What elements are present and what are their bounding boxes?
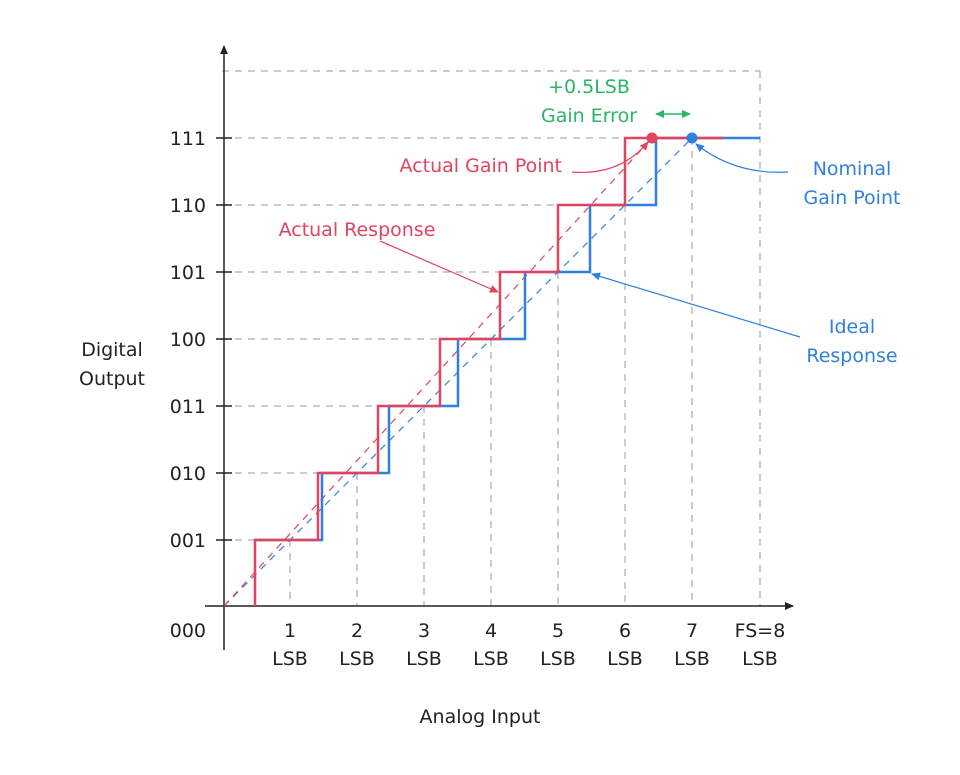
nominal-gain-point-dot xyxy=(686,132,698,144)
actual-transfer-dashed-line xyxy=(223,137,653,607)
nominal-gain-point-arrow xyxy=(695,143,789,173)
x-tick-4-value: 4 xyxy=(485,620,497,642)
ideal-response-arrow xyxy=(591,272,801,338)
x-tick-3-value: 3 xyxy=(418,620,430,642)
horizontal-grid-lines xyxy=(222,70,760,541)
x-tick-5-value: 5 xyxy=(552,620,564,642)
y-code-001: 001 xyxy=(170,530,206,552)
x-tick-6-unit: LSB xyxy=(607,648,643,670)
x-tick-4-unit: LSB xyxy=(473,648,509,670)
gain-error-label-line-1: +0.5LSB xyxy=(548,76,630,98)
y-code-011: 011 xyxy=(170,396,206,418)
x-tick-2-value: 2 xyxy=(351,620,363,642)
x-tick-labels: 1 LSB 2 LSB 3 LSB 4 LSB 5 LSB 6 LSB 7 LS… xyxy=(272,620,785,670)
nominal-gain-point-label-line-1: Nominal xyxy=(813,158,892,180)
y-axis-label-line-1: Digital xyxy=(81,339,143,361)
x-tick-7-value: 7 xyxy=(686,620,698,642)
x-tick-1-value: 1 xyxy=(284,620,296,642)
y-code-labels: 000 001 010 011 100 101 110 111 xyxy=(170,128,206,642)
x-axis-label: Analog Input xyxy=(420,706,541,728)
actual-gain-point-label: Actual Gain Point xyxy=(400,155,562,177)
y-axis-label-line-2: Output xyxy=(79,368,145,390)
ideal-response-label-line-2: Response xyxy=(806,345,897,367)
actual-response-staircase xyxy=(253,136,723,606)
ideal-response-label-line-1: Ideal xyxy=(829,316,875,338)
x-tick-5-unit: LSB xyxy=(540,648,576,670)
x-tick-3-unit: LSB xyxy=(406,648,442,670)
y-code-000: 000 xyxy=(170,620,206,642)
x-tick-2-unit: LSB xyxy=(339,648,375,670)
y-code-100: 100 xyxy=(170,329,206,351)
y-code-110: 110 xyxy=(170,195,206,217)
x-tick-7-unit: LSB xyxy=(674,648,710,670)
y-code-010: 010 xyxy=(170,463,206,485)
actual-gain-point-dot xyxy=(646,132,658,144)
actual-response-label: Actual Response xyxy=(279,219,436,241)
y-code-111: 111 xyxy=(170,128,206,150)
x-tick-6-value: 6 xyxy=(619,620,631,642)
y-code-101: 101 xyxy=(170,262,206,284)
x-tick-fs-value: FS=8 xyxy=(735,620,786,642)
actual-response-arrow xyxy=(379,240,499,293)
x-tick-fs-unit: LSB xyxy=(742,648,778,670)
nominal-gain-point-label-line-2: Gain Point xyxy=(804,187,901,209)
x-tick-1-unit: LSB xyxy=(272,648,308,670)
gain-error-label-line-2: Gain Error xyxy=(541,105,637,127)
vertical-grid-lines xyxy=(289,71,761,606)
y-tick-marks xyxy=(216,137,232,541)
actual-gain-point-arrow xyxy=(571,141,649,174)
